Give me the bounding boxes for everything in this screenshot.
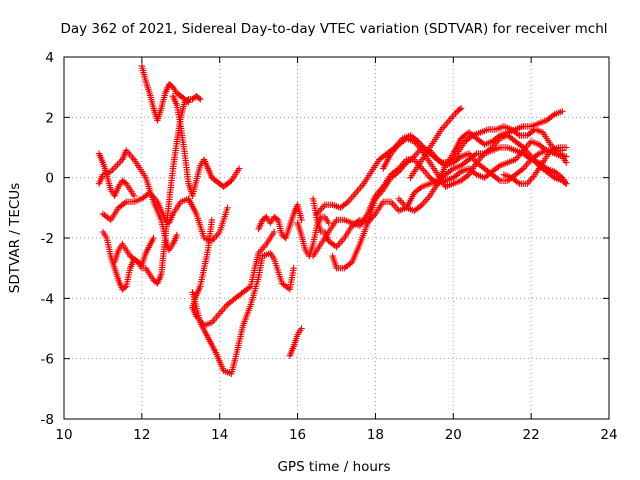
- x-tick-label: 16: [289, 427, 306, 443]
- y-axis-label: SDTVAR / TECUs: [7, 183, 23, 293]
- data-markers: [138, 62, 192, 124]
- x-tick-label: 24: [600, 427, 617, 443]
- data-markers: [294, 213, 332, 260]
- x-tick-label: 10: [55, 427, 72, 443]
- data-points: [95, 62, 570, 377]
- x-tick-label: 14: [211, 427, 228, 443]
- y-tick-label: 4: [45, 50, 54, 66]
- x-tick-label: 20: [445, 427, 462, 443]
- y-tick-label: 0: [45, 171, 54, 187]
- grid: [64, 57, 609, 419]
- y-tick-label: -8: [41, 412, 54, 428]
- data-markers: [95, 150, 138, 199]
- series-track-16: [395, 108, 566, 214]
- series-track-19: [500, 144, 570, 187]
- series-track-4: [95, 150, 138, 199]
- data-markers: [500, 144, 570, 187]
- x-tick-label: 12: [133, 427, 150, 443]
- y-tick-label: -4: [41, 291, 54, 307]
- data-markers: [189, 249, 297, 377]
- series-track-9: [189, 249, 297, 377]
- y-tick-label: -6: [41, 352, 54, 368]
- data-markers: [395, 108, 566, 214]
- series-track-10: [255, 201, 305, 242]
- x-tick-label: 22: [523, 427, 540, 443]
- series-track-7: [169, 93, 243, 199]
- y-tick-label: -2: [41, 231, 54, 247]
- data-markers: [380, 132, 570, 190]
- chart-title: Day 362 of 2021, Sidereal Day-to-day VTE…: [60, 21, 607, 37]
- data-markers: [169, 93, 243, 199]
- data-markers: [111, 93, 204, 287]
- data-markers: [286, 325, 305, 359]
- x-tick-label: 18: [367, 427, 384, 443]
- series-track-6: [138, 62, 192, 124]
- series-track-20: [294, 213, 332, 260]
- y-tick-label: 2: [45, 110, 54, 126]
- x-axis-label: GPS time / hours: [277, 459, 390, 475]
- data-markers: [255, 201, 305, 242]
- series-track-18: [380, 132, 570, 190]
- series-track-5: [111, 93, 204, 287]
- series-track-11: [286, 325, 305, 359]
